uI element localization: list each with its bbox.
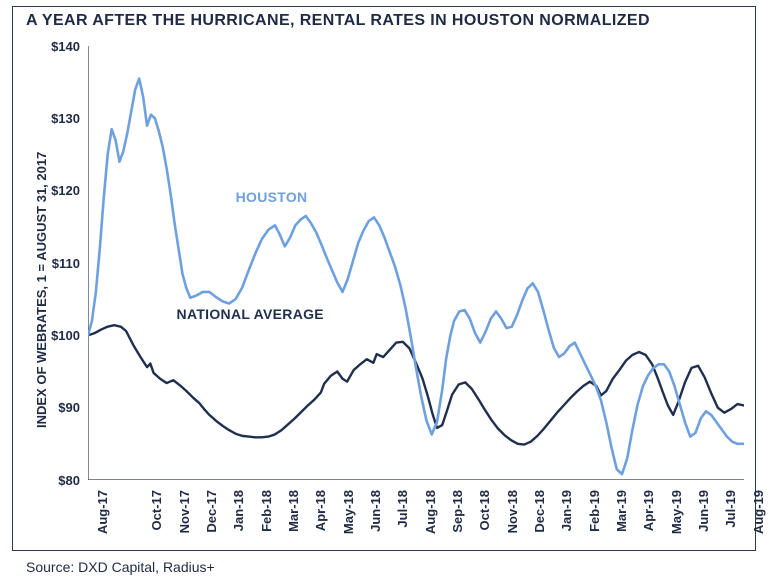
- x-tick-label: Sep-18: [450, 490, 465, 570]
- x-tick-label: Mar-18: [286, 490, 301, 570]
- y-tick-label: $100: [51, 328, 80, 343]
- x-tick-label: Mar-19: [614, 490, 629, 570]
- x-tick-label: Aug-17: [95, 490, 110, 570]
- chart-title: A YEAR AFTER THE HURRICANE, RENTAL RATES…: [26, 12, 748, 30]
- x-tick-label: Jan-18: [231, 490, 246, 570]
- series-line: [88, 79, 744, 475]
- x-tick-label: Dec-18: [532, 490, 547, 570]
- x-tick-label: Aug-19: [751, 490, 766, 570]
- y-tick-label: $120: [51, 183, 80, 198]
- series-label: NATIONAL AVERAGE: [177, 306, 324, 322]
- x-tick-label: Feb-18: [259, 490, 274, 570]
- x-tick-label: Apr-19: [641, 490, 656, 570]
- x-tick-label: Nov-18: [505, 490, 520, 570]
- x-tick-label: May-18: [341, 490, 356, 570]
- x-tick-label: Apr-18: [313, 490, 328, 570]
- x-tick-label: Oct-17: [149, 490, 164, 570]
- y-tick-label: $130: [51, 111, 80, 126]
- plot-area: [88, 46, 744, 480]
- x-tick-label: Feb-19: [587, 490, 602, 570]
- y-tick-label: $110: [52, 256, 80, 271]
- y-tick-label: $140: [51, 39, 80, 54]
- x-tick-label: May-19: [669, 490, 684, 570]
- x-tick-label: Aug-18: [423, 490, 438, 570]
- x-tick-label: Nov-17: [177, 490, 192, 570]
- x-tick-label: Oct-18: [477, 490, 492, 570]
- x-tick-label: Dec-17: [204, 490, 219, 570]
- x-tick-label: Jul-19: [723, 490, 738, 570]
- chart-frame: { "title": "A YEAR AFTER THE HURRICANE, …: [0, 0, 768, 587]
- series-label: HOUSTON: [236, 189, 308, 205]
- y-axis-label: INDEX OF WEBRATES, 1 = AUGUST 31, 2017: [34, 152, 49, 428]
- y-tick-label: $90: [58, 400, 80, 415]
- source-text: Source: DXD Capital, Radius+: [26, 559, 215, 575]
- x-tick-label: Jun-19: [696, 490, 711, 570]
- series-line: [88, 325, 744, 444]
- x-tick-label: Jul-18: [395, 490, 410, 570]
- y-tick-label: $80: [58, 473, 80, 488]
- x-tick-label: Jun-18: [368, 490, 383, 570]
- x-tick-label: Jan-19: [559, 490, 574, 570]
